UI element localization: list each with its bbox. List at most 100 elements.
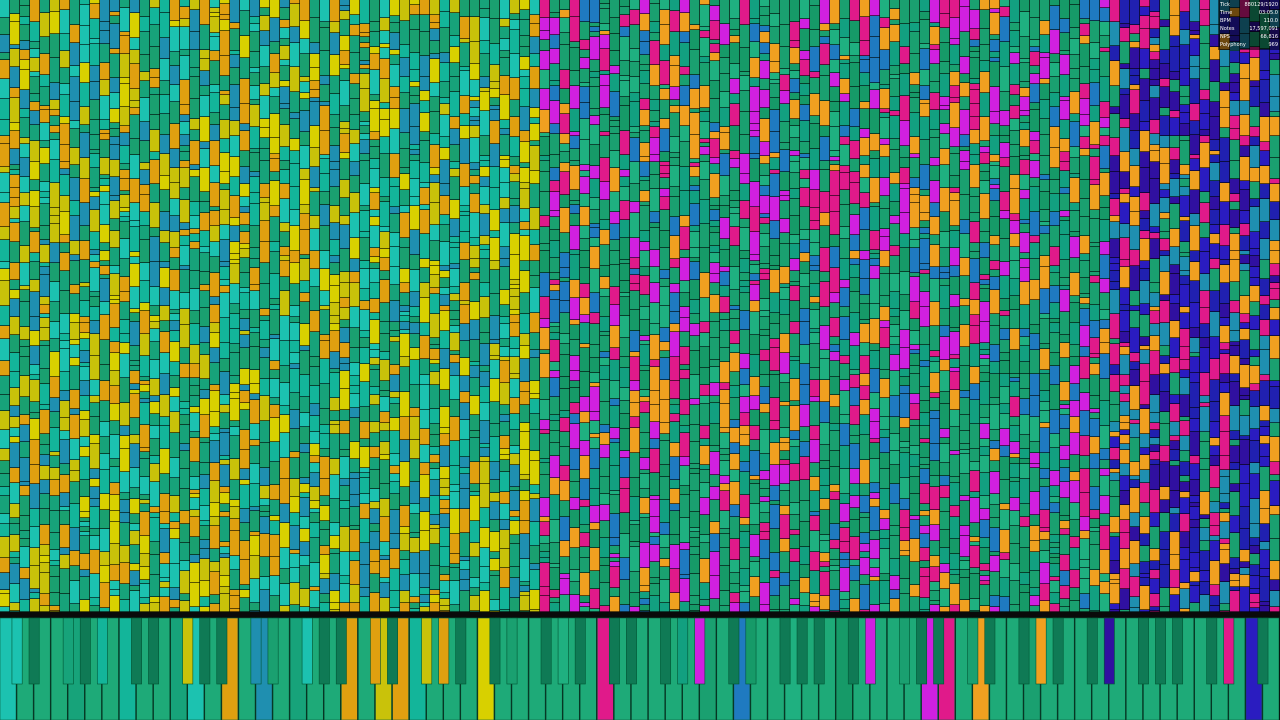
note: [780, 143, 790, 150]
note: [440, 407, 450, 428]
note: [0, 60, 10, 79]
note: [180, 425, 190, 444]
note: [800, 501, 810, 522]
note: [1140, 219, 1150, 231]
note: [280, 8, 290, 20]
note: [1080, 326, 1090, 347]
note: [1080, 539, 1090, 560]
note: [630, 77, 640, 93]
note: [700, 515, 710, 535]
note: [1140, 211, 1150, 219]
note: [590, 247, 600, 269]
note: [50, 322, 60, 339]
note: [240, 79, 250, 104]
note: [1150, 375, 1160, 395]
note: [190, 490, 200, 494]
note: [850, 159, 860, 172]
note: [430, 409, 440, 424]
note: [690, 191, 700, 204]
note: [610, 66, 620, 74]
note: [880, 251, 890, 267]
note: [230, 108, 240, 121]
note: [520, 47, 530, 57]
note: [280, 433, 290, 458]
note: [940, 43, 950, 62]
note: [830, 337, 840, 345]
note: [500, 610, 510, 612]
note: [740, 413, 750, 426]
note: [30, 599, 40, 612]
note: [520, 586, 530, 592]
note: [170, 85, 180, 102]
note: [460, 243, 470, 260]
note: [110, 177, 120, 196]
note: [180, 27, 190, 50]
note: [20, 222, 30, 246]
note: [490, 502, 500, 520]
note: [440, 196, 450, 215]
note: [930, 64, 940, 82]
note: [1140, 517, 1150, 534]
note: [1100, 293, 1110, 310]
note: [270, 485, 280, 500]
note: [1090, 487, 1100, 510]
note: [430, 288, 440, 294]
note: [280, 406, 290, 415]
note: [130, 203, 140, 221]
note: [780, 315, 790, 334]
note: [580, 573, 590, 596]
note: [1150, 513, 1160, 527]
note: [1060, 571, 1070, 586]
note: [600, 336, 610, 352]
note: [410, 348, 420, 360]
note: [740, 281, 750, 287]
note: [180, 236, 190, 246]
note: [1110, 86, 1120, 107]
note: [420, 429, 430, 445]
note: [530, 499, 540, 522]
note: [170, 496, 180, 513]
note: [30, 484, 40, 509]
note: [80, 241, 90, 260]
note: [980, 418, 990, 424]
note: [370, 169, 380, 188]
note: [700, 143, 710, 147]
note: [350, 0, 360, 15]
note: [210, 503, 220, 517]
note: [150, 130, 160, 152]
note: [930, 556, 940, 567]
note: [600, 317, 610, 332]
note: [90, 606, 100, 612]
note: [160, 114, 170, 135]
note: [1110, 460, 1120, 469]
note: [580, 441, 590, 456]
note: [520, 405, 530, 423]
note: [410, 603, 420, 609]
note: [970, 300, 980, 315]
note: [10, 552, 20, 558]
note: [780, 104, 790, 122]
note: [1010, 426, 1020, 442]
note: [510, 357, 520, 374]
note: [920, 439, 930, 443]
note: [190, 32, 200, 50]
note: [380, 232, 390, 249]
note: [30, 180, 40, 191]
note: [1090, 532, 1100, 545]
note: [920, 561, 930, 568]
note: [370, 193, 380, 210]
note: [740, 472, 750, 495]
note: [740, 174, 750, 184]
note: [670, 259, 680, 268]
note: [670, 324, 680, 332]
note: [220, 372, 230, 395]
note: [350, 363, 360, 376]
note: [960, 110, 970, 135]
note: [650, 496, 660, 500]
note: [220, 359, 230, 372]
note: [770, 371, 780, 375]
note: [530, 546, 540, 564]
note: [210, 305, 220, 323]
note: [600, 49, 610, 71]
note: [360, 140, 370, 154]
